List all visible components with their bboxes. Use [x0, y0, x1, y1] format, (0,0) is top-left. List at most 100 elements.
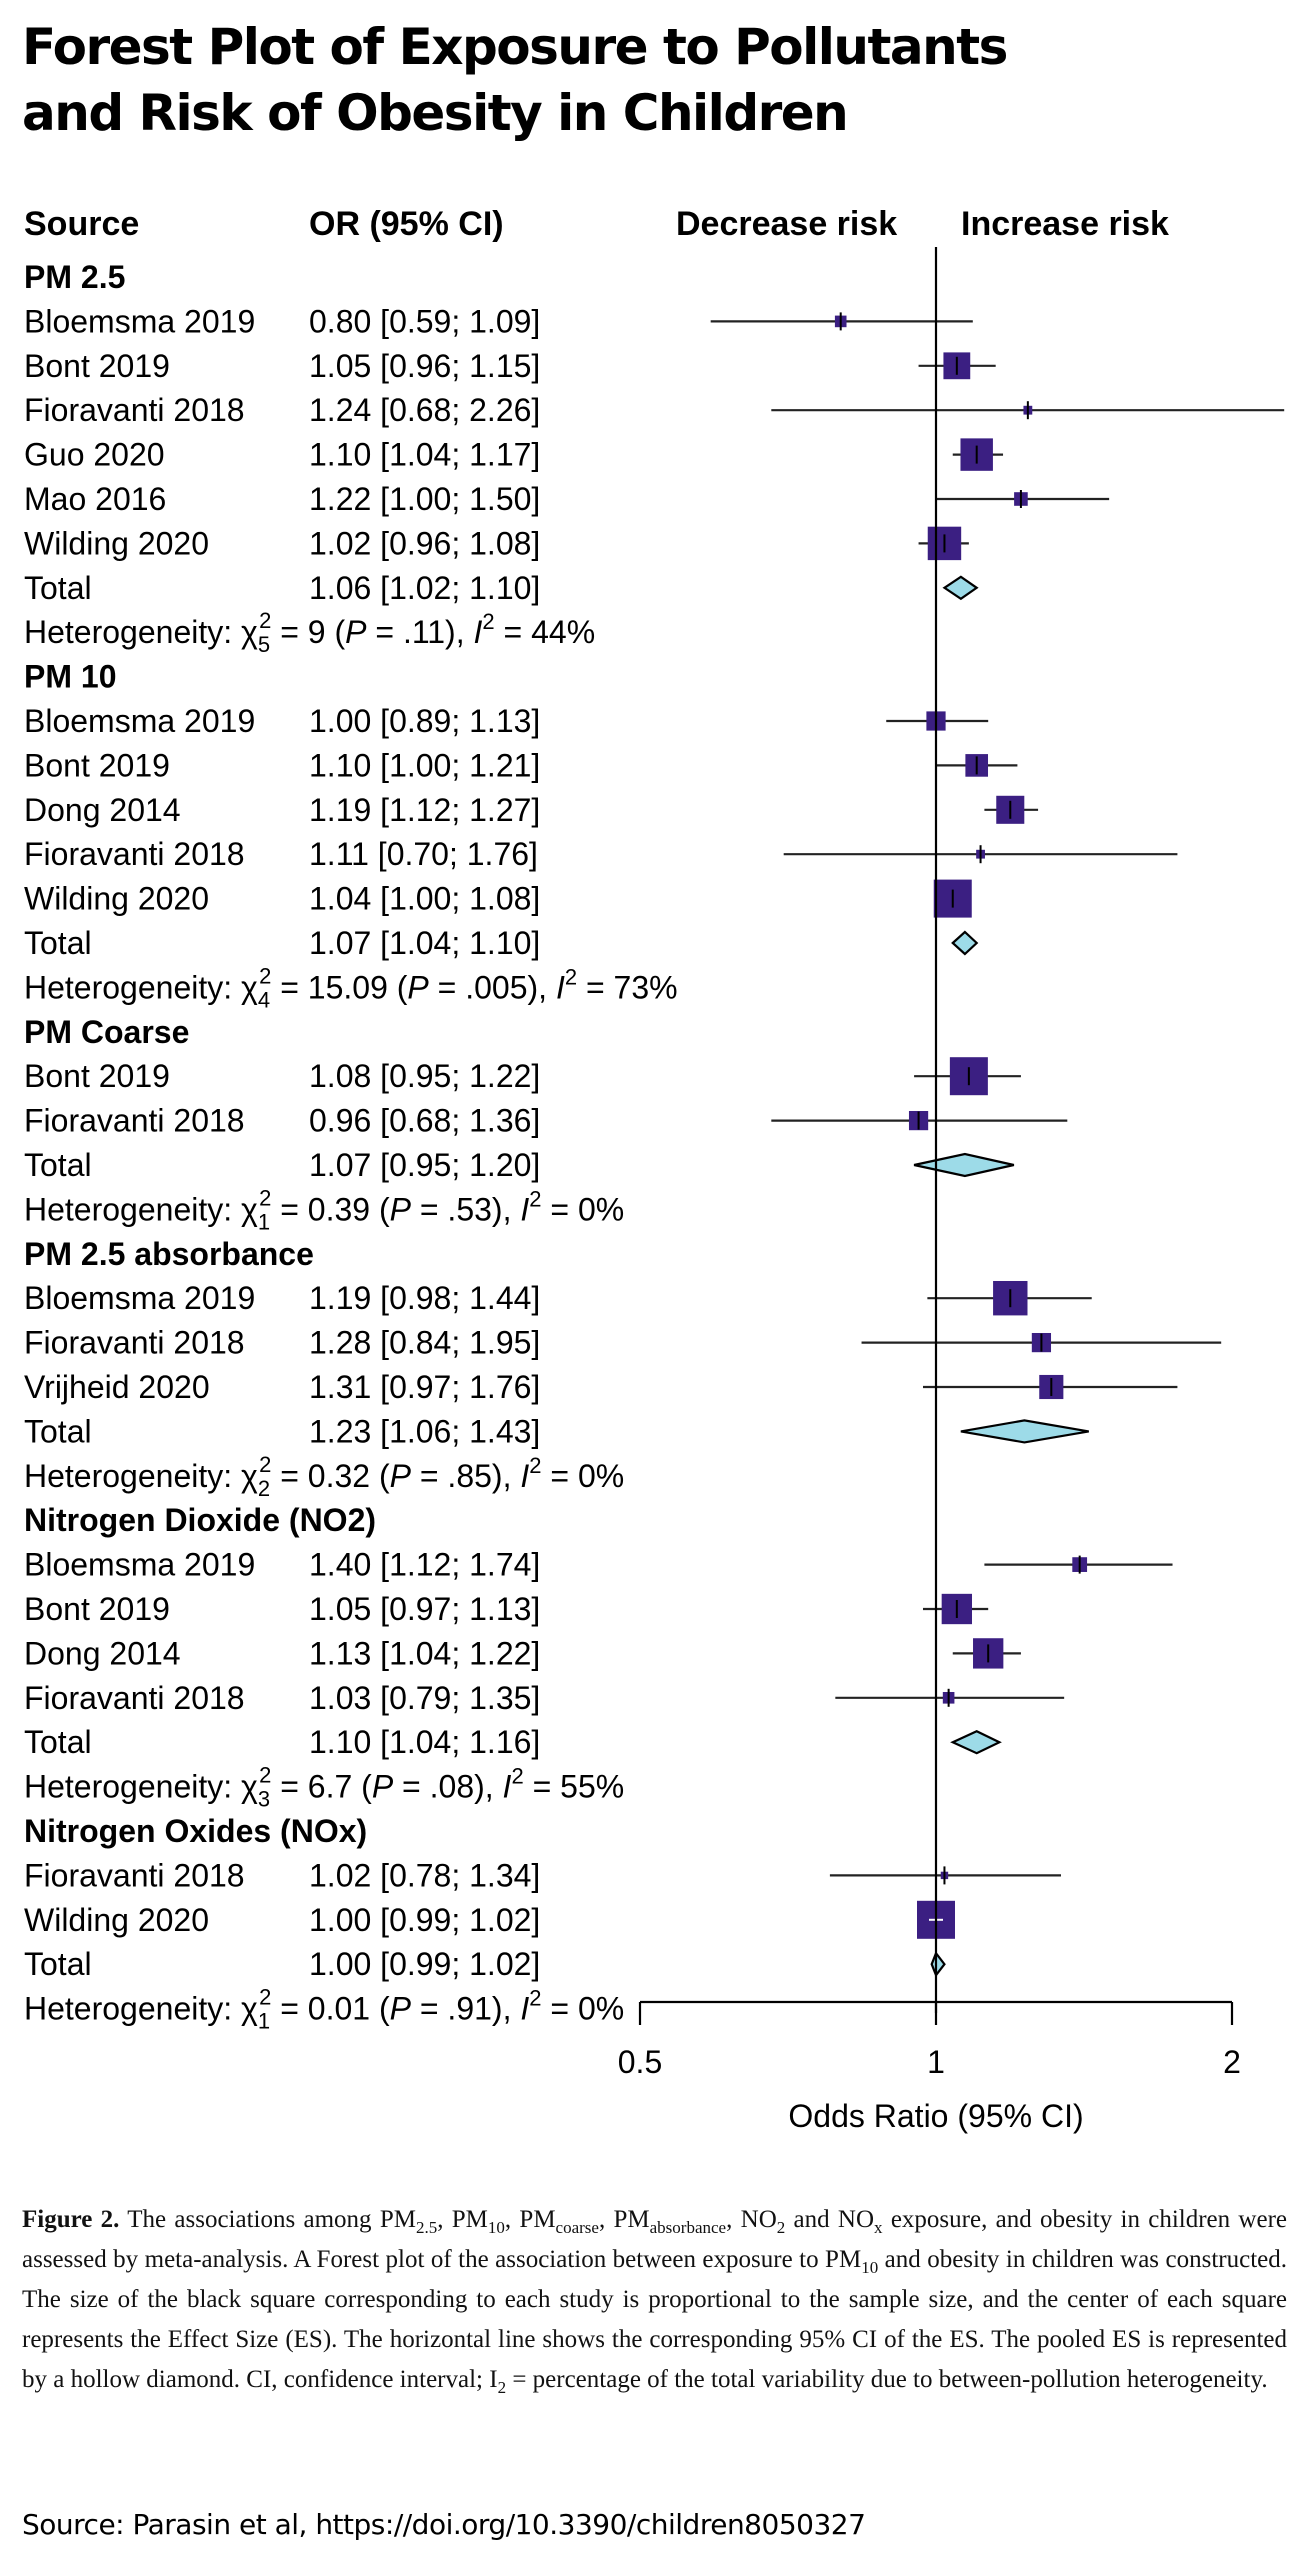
study-source-label: Mao 2016 [24, 481, 166, 517]
caption-subscript: 10 [487, 2218, 505, 2237]
p-value: = .91), [411, 1991, 520, 2027]
p-value: = .11), [366, 614, 473, 650]
pooled-diamond [951, 930, 979, 956]
chi-value: = 9 ( [271, 614, 345, 650]
p-value: = .53), [411, 1191, 520, 1227]
group-header: Nitrogen Dioxide (NO2) [24, 1502, 376, 1538]
study-source-label: Bont 2019 [24, 1591, 170, 1627]
p-value: = .85), [411, 1458, 520, 1494]
caption-subscript: coarse [555, 2218, 599, 2237]
i2-value: = 55% [524, 1769, 625, 1805]
chi-superscript: 2 [259, 1763, 271, 1788]
figure-caption: Figure 2. The associations among PM2.5, … [22, 2200, 1287, 2400]
heterogeneity-stats: Heterogeneity: χ22 = 0.32 (P = .85), I2 … [24, 1452, 624, 1501]
label-increase-risk: Increase risk [961, 205, 1169, 243]
chi-value: = 0.39 ( [271, 1191, 390, 1227]
forest-plot: Source OR (95% CI) Decrease risk Increas… [24, 205, 1285, 2134]
group-header: PM 2.5 [24, 259, 125, 295]
total-or-label: 1.23 [1.06; 1.43] [309, 1413, 540, 1449]
forest-text-layer: Source OR (95% CI) Decrease risk Increas… [24, 205, 1169, 2034]
study-or-label: 1.24 [0.68; 2.26] [309, 392, 540, 428]
chi-df-subscript: 1 [258, 2009, 270, 2034]
study-or-label: 1.05 [0.96; 1.15] [309, 348, 540, 384]
caption-text: , PM [437, 2206, 488, 2233]
i2-symbol: I [520, 1458, 529, 1494]
total-source-label: Total [24, 925, 92, 961]
study-source-label: Bloemsma 2019 [24, 303, 255, 339]
chi-superscript: 2 [259, 963, 271, 988]
caption-subscript: 10 [861, 2258, 879, 2277]
chi-value: = 6.7 ( [271, 1769, 372, 1805]
chi-superscript: 2 [259, 1185, 271, 1210]
group-header: PM 10 [24, 659, 116, 695]
study-or-label: 1.11 [0.70; 1.76] [309, 836, 538, 872]
p-symbol: P [390, 1991, 412, 2027]
caption-subscript: 2 [497, 2378, 507, 2397]
heterogeneity-stats: Heterogeneity: χ42 = 15.09 (P = .005), I… [24, 963, 678, 1012]
title-line-2: and Risk of Obesity in Children [22, 84, 849, 142]
caption-text: The associations among PM [119, 2206, 416, 2233]
study-or-label: 1.10 [1.00; 1.21] [309, 747, 540, 783]
study-or-label: 1.22 [1.00; 1.50] [309, 481, 540, 517]
x-axis: Odds Ratio (95% CI) 0.5 1 2 [618, 2000, 1241, 2134]
p-value: = .08), [393, 1769, 502, 1805]
header-or: OR (95% CI) [309, 205, 504, 243]
study-source-label: Fioravanti 2018 [24, 1680, 245, 1716]
i2-symbol: I [556, 969, 565, 1005]
study-source-label: Wilding 2020 [24, 525, 209, 561]
group-header: Nitrogen Oxides (NOx) [24, 1813, 367, 1849]
p-symbol: P [390, 1191, 412, 1227]
caption-label: Figure 2. [22, 2206, 120, 2233]
chi-superscript: 2 [259, 1985, 271, 2010]
heterogeneity-label: Heterogeneity: [24, 1191, 241, 1227]
title-line-1: Forest Plot of Exposure to Pollutants [22, 18, 1008, 76]
study-or-label: 1.02 [0.78; 1.34] [309, 1857, 540, 1893]
label-decrease-risk: Decrease risk [676, 205, 897, 243]
i2-value: = 0% [541, 1191, 624, 1227]
study-or-label: 1.13 [1.04; 1.22] [309, 1635, 540, 1671]
total-source-label: Total [24, 1413, 92, 1449]
i2-value: = 73% [577, 969, 678, 1005]
p-symbol: P [390, 1458, 412, 1494]
study-source-label: Bloemsma 2019 [24, 1547, 255, 1583]
total-source-label: Total [24, 1724, 92, 1760]
i2-symbol: I [520, 1191, 529, 1227]
chi-symbol: χ [241, 1458, 258, 1494]
p-symbol: P [407, 969, 429, 1005]
study-or-label: 1.00 [0.99; 1.02] [309, 1902, 540, 1938]
study-or-label: 1.00 [0.89; 1.13] [309, 703, 540, 739]
study-source-label: Fioravanti 2018 [24, 392, 245, 428]
i2-superscript: 2 [529, 1186, 541, 1211]
study-or-label: 1.04 [1.00; 1.08] [309, 881, 540, 917]
heterogeneity-label: Heterogeneity: [24, 1458, 241, 1494]
total-source-label: Total [24, 1946, 92, 1982]
i2-superscript: 2 [565, 964, 577, 989]
forest-plot-area [710, 247, 1285, 2013]
total-or-label: 1.07 [1.04; 1.10] [309, 925, 540, 961]
heterogeneity-label: Heterogeneity: [24, 1769, 241, 1805]
x-tick-label: 1 [927, 2044, 945, 2080]
i2-symbol: I [520, 1991, 529, 2027]
total-or-label: 1.06 [1.02; 1.10] [309, 570, 540, 606]
pooled-diamond [942, 575, 979, 601]
caption-text: and NO [785, 2206, 875, 2233]
chi-superscript: 2 [259, 608, 271, 633]
i2-superscript: 2 [511, 1764, 523, 1789]
chi-value: = 0.01 ( [271, 1991, 390, 2027]
chi-value: = 0.32 ( [271, 1458, 390, 1494]
study-or-label: 1.28 [0.84; 1.95] [309, 1325, 540, 1361]
caption-subscript: x [874, 2218, 883, 2237]
chi-symbol: χ [241, 969, 258, 1005]
pooled-diamond [950, 1729, 1002, 1755]
i2-symbol: I [503, 1769, 512, 1805]
caption-subscript: 2.5 [415, 2218, 438, 2237]
study-or-label: 1.40 [1.12; 1.74] [309, 1547, 540, 1583]
caption-text: and obesity in children was constructed.… [22, 2246, 1287, 2393]
caption-text: exposure, and obesity in children were a… [22, 2206, 1287, 2273]
source-citation: Source: Parasin et al, https://doi.org/1… [22, 2508, 866, 2541]
heterogeneity-stats: Heterogeneity: χ12 = 0.01 (P = .91), I2 … [24, 1985, 624, 2034]
chi-symbol: χ [241, 1991, 258, 2027]
study-or-label: 0.80 [0.59; 1.09] [309, 303, 540, 339]
study-or-label: 1.03 [0.79; 1.35] [309, 1680, 540, 1716]
p-value: = .005), [429, 969, 556, 1005]
